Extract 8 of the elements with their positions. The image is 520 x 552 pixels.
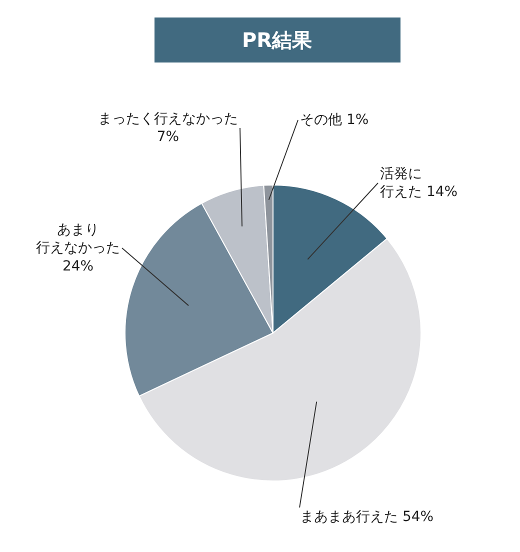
slice-label: まあまあ行えた 54% — [300, 509, 434, 525]
data-label: 7% — [156, 129, 180, 146]
data-label: 24% — [62, 258, 94, 274]
slice-label: まったく行えなかった — [98, 111, 238, 127]
slice-label: その他 1% — [300, 112, 369, 128]
chart-title: PR結果 — [242, 28, 314, 52]
slice-label: 活発に行えた 14% — [380, 166, 458, 200]
slice-label: あまり行えなかった — [36, 222, 120, 256]
